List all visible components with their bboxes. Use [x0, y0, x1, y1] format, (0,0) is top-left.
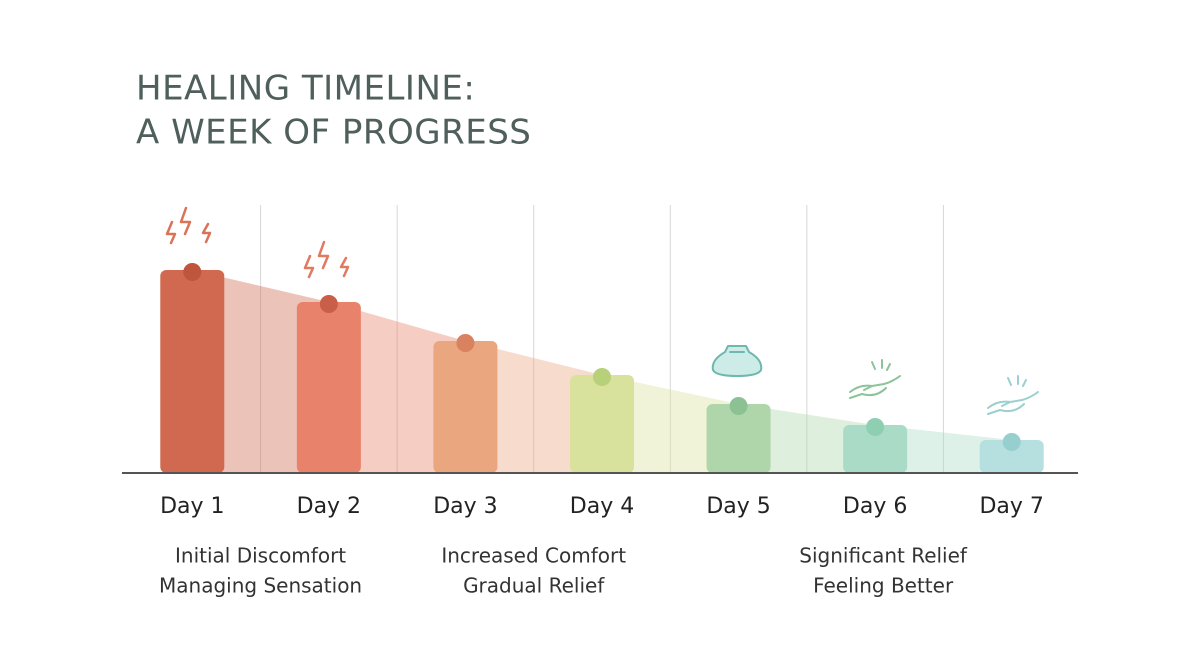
ice-pack-icon — [711, 345, 763, 377]
connector-area — [465, 341, 602, 473]
pain-icon — [303, 240, 350, 279]
annotation: Gradual Relief — [463, 574, 605, 598]
bar — [843, 425, 908, 473]
bar — [160, 270, 225, 473]
connector-area — [192, 270, 329, 473]
x-tick-label: Day 7 — [979, 494, 1043, 519]
annotation: Increased Comfort — [441, 544, 626, 568]
chart-title: HEALING TIMELINE: — [136, 69, 475, 109]
connector-area — [738, 404, 876, 473]
chart-title: A WEEK OF PROGRESS — [136, 113, 531, 153]
annotation: Managing Sensation — [159, 574, 362, 598]
connector-area — [602, 375, 739, 473]
x-tick-label: Day 4 — [570, 494, 634, 519]
annotation: Significant Relief — [799, 544, 968, 568]
bar-dot — [729, 397, 748, 415]
bar-dot — [456, 334, 475, 352]
hand-icon — [987, 375, 1039, 415]
x-tick-label: Day 6 — [843, 494, 907, 519]
icons — [165, 206, 1039, 415]
x-tick-label: Day 1 — [160, 494, 224, 519]
x-tick-label: Day 5 — [706, 494, 770, 519]
bar-dot — [1002, 433, 1021, 451]
bar — [570, 375, 634, 473]
bar-dot — [593, 368, 611, 386]
hand-icon — [849, 359, 901, 399]
x-tick-label: Day 3 — [433, 494, 497, 519]
x-tick-label: Day 2 — [297, 494, 361, 519]
bar — [296, 302, 361, 473]
bar — [706, 404, 771, 473]
bar-dot — [183, 263, 202, 281]
bar-dot — [866, 418, 885, 436]
pain-icon — [165, 206, 212, 245]
annotation: Initial Discomfort — [175, 544, 346, 568]
connector-area — [875, 425, 1012, 473]
annotation: Feeling Better — [813, 574, 954, 598]
connector-area — [328, 302, 466, 473]
bar-dot — [319, 295, 338, 313]
bar — [979, 440, 1044, 473]
bar — [433, 341, 498, 473]
